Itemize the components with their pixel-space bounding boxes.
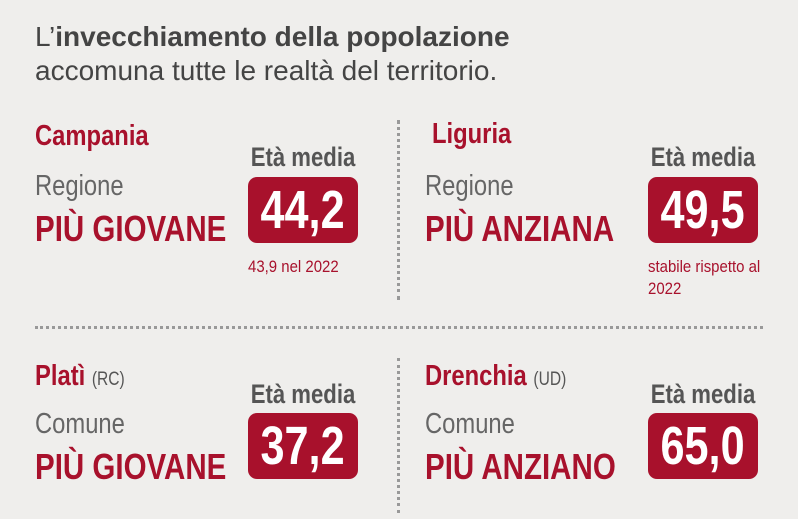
panel-name: Campania — [35, 120, 149, 152]
value-caption: Età media — [250, 379, 356, 409]
value-box: 65,0 — [648, 413, 758, 479]
note: stabile rispetto al 2022 — [648, 257, 761, 298]
panel-name: Liguria — [432, 118, 512, 150]
title: L’invecchiamento della popolazione — [35, 20, 510, 54]
panel-level: Comune — [35, 408, 125, 440]
divider — [397, 120, 400, 300]
panel-name: Drenchia (UD) — [425, 360, 566, 393]
province: (RC) — [91, 369, 125, 390]
value-box: 49,5 — [648, 177, 758, 243]
panel-label: PIÙ GIOVANE — [35, 208, 227, 249]
value: 37,2 — [260, 416, 346, 476]
panel-name-text: Drenchia — [425, 360, 527, 392]
value-box: 37,2 — [248, 413, 358, 479]
panel-label: PIÙ ANZIANO — [425, 446, 616, 487]
value: 44,2 — [260, 180, 346, 240]
panel-level: Comune — [425, 408, 515, 440]
value: 49,5 — [660, 180, 746, 240]
panel-level: Regione — [425, 170, 514, 202]
value-box: 44,2 — [248, 177, 358, 243]
subtitle: accomuna tutte le realtà del territorio. — [35, 55, 498, 86]
panel-label: PIÙ ANZIANA — [425, 208, 615, 249]
divider — [397, 358, 400, 513]
panel-name-text: Platì — [35, 360, 86, 392]
header: L’invecchiamento della popolazione accom… — [35, 20, 510, 88]
note: 43,9 nel 2022 — [248, 257, 339, 276]
value: 65,0 — [660, 416, 746, 476]
panel-label: PIÙ GIOVANE — [35, 446, 227, 487]
province: (UD) — [533, 369, 567, 390]
title-prefix: L’ — [35, 21, 56, 52]
panel-level: Regione — [35, 170, 124, 202]
title-bold: invecchiamento della popolazione — [55, 21, 510, 52]
value-caption: Età media — [650, 142, 756, 172]
value-caption: Età media — [250, 142, 356, 172]
panel-name: Platì (RC) — [35, 360, 125, 393]
value-caption: Età media — [650, 379, 756, 409]
divider — [35, 326, 763, 329]
